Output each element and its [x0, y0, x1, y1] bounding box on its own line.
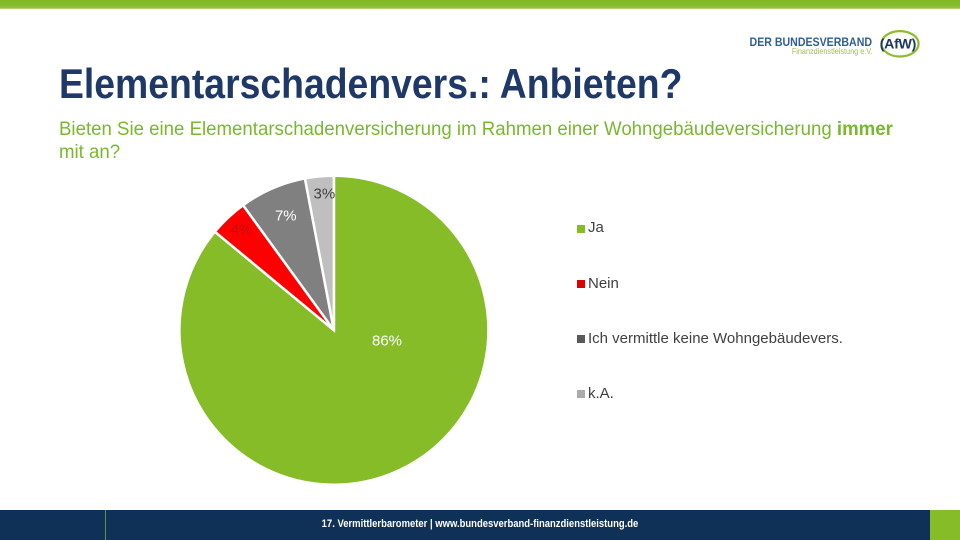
svg-text:86%: 86% — [372, 333, 402, 350]
svg-text:3%: 3% — [314, 186, 336, 203]
svg-text:(AfW): (AfW) — [880, 37, 917, 53]
svg-text:4%: 4% — [231, 221, 253, 238]
svg-text:7%: 7% — [275, 208, 297, 225]
